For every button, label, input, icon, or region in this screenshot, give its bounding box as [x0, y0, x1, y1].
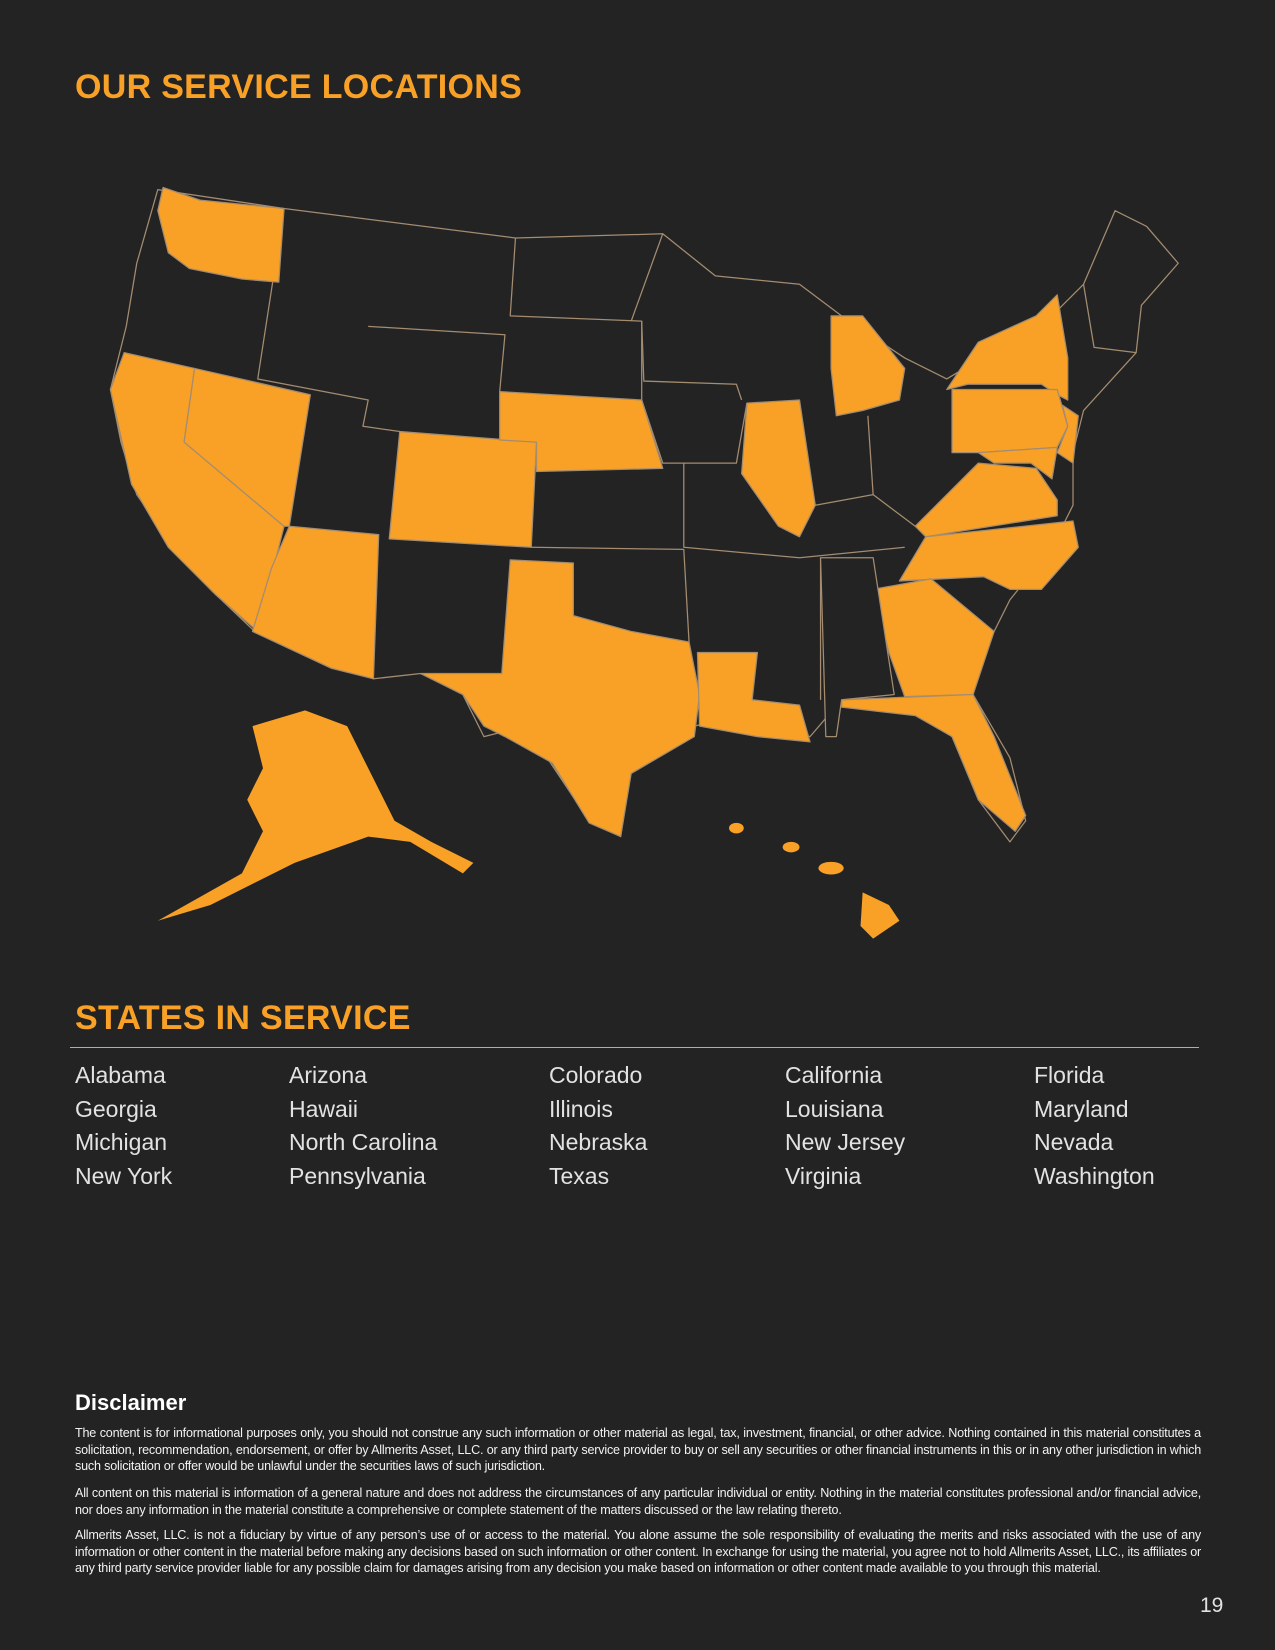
outlying-states — [157, 710, 900, 939]
state-mi — [830, 315, 906, 417]
state-co — [388, 430, 538, 548]
page-number: 19 — [1200, 1594, 1224, 1617]
state-ak — [157, 710, 474, 921]
state-nc — [898, 520, 1079, 590]
service-states — [109, 186, 1079, 838]
state-hi-island — [782, 841, 800, 853]
section-title: STATES IN SERVICE — [75, 999, 411, 1037]
state-name: Nebraska — [549, 1129, 648, 1155]
state-name: Colorado — [549, 1062, 643, 1088]
state-tx — [420, 559, 701, 838]
state-name: Arizona — [289, 1062, 367, 1088]
state-md — [977, 446, 1058, 480]
state-ne — [499, 390, 664, 473]
state-hi-island — [729, 822, 744, 834]
state-name: Alabama — [75, 1062, 166, 1088]
state-name: Michigan — [75, 1129, 168, 1155]
disclaimer-paragraph: The content is for informational purpose… — [75, 1426, 1201, 1473]
state-name: Nevada — [1034, 1129, 1114, 1155]
state-nv — [183, 367, 311, 527]
state-fl — [840, 693, 1027, 832]
state-name: Maryland — [1034, 1096, 1129, 1122]
state-name: New Jersey — [785, 1129, 906, 1155]
state-name: New York — [75, 1163, 173, 1189]
disclaimer-title: Disclaimer — [75, 1390, 187, 1415]
divider — [70, 1047, 1199, 1048]
state-name: Hawaii — [289, 1096, 359, 1122]
state-nj — [1056, 404, 1079, 464]
state-name: North Carolina — [289, 1129, 438, 1155]
state-hi-island — [860, 892, 900, 939]
state-la — [696, 651, 811, 743]
state-wa — [157, 186, 285, 283]
state-name: Texas — [549, 1163, 610, 1189]
state-name: Illinois — [549, 1096, 613, 1122]
state-name: Louisiana — [785, 1096, 884, 1122]
state-az — [251, 525, 380, 680]
state-pa — [951, 388, 1069, 454]
state-hi-island — [818, 861, 844, 875]
state-il — [741, 399, 816, 538]
disclaimer-paragraph: All content on this material is informat… — [75, 1486, 1201, 1517]
disclaimer-paragraph: Allmerits Asset, LLC. is not a fiduciary… — [75, 1528, 1201, 1575]
state-name: Florida — [1034, 1062, 1105, 1088]
state-ny — [946, 294, 1069, 401]
state-al — [819, 557, 895, 738]
state-name: Pennsylvania — [289, 1163, 426, 1189]
state-name: Washington — [1034, 1163, 1155, 1189]
state-name: Virginia — [785, 1163, 862, 1189]
state-name: Georgia — [75, 1096, 157, 1122]
page-title: OUR SERVICE LOCATIONS — [75, 68, 523, 106]
state-name: California — [785, 1062, 883, 1088]
